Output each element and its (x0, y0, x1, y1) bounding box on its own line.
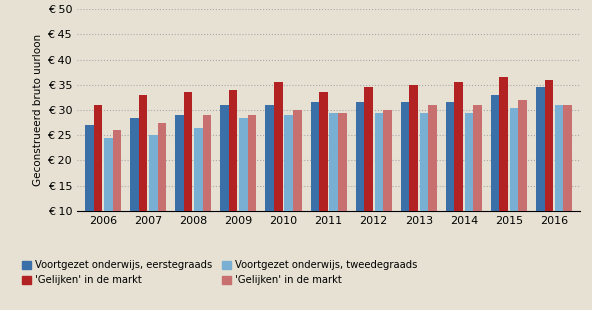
Bar (465, 113, 473, 261)
Bar (85, 125, 94, 261)
Bar (248, 115, 256, 261)
Bar (473, 105, 482, 261)
Bar (375, 113, 383, 261)
Bar (284, 115, 293, 261)
Bar (364, 87, 373, 261)
Bar (555, 105, 564, 261)
Bar (428, 105, 437, 261)
Bar (149, 135, 157, 261)
Bar (265, 105, 274, 261)
Bar (420, 113, 428, 261)
Bar (112, 130, 121, 261)
Bar (510, 108, 519, 261)
Bar (500, 77, 508, 261)
Y-axis label: Geconstrueerd bruto uurloon: Geconstrueerd bruto uurloon (33, 34, 43, 186)
Bar (139, 95, 147, 261)
Bar (330, 113, 338, 261)
Bar (130, 117, 139, 261)
Bar (564, 105, 572, 261)
Bar (239, 117, 248, 261)
Bar (401, 103, 409, 261)
Bar (356, 103, 364, 261)
Bar (157, 123, 166, 261)
Bar (311, 103, 319, 261)
Bar (94, 105, 102, 261)
Bar (202, 115, 211, 261)
Bar (545, 80, 553, 261)
Bar (446, 103, 455, 261)
Bar (220, 105, 229, 261)
Bar (229, 90, 237, 261)
Bar (383, 110, 392, 261)
Bar (194, 128, 202, 261)
Bar (175, 115, 184, 261)
Bar (274, 82, 282, 261)
Bar (491, 95, 500, 261)
Bar (455, 82, 463, 261)
Bar (519, 100, 527, 261)
Bar (293, 110, 301, 261)
Bar (104, 138, 112, 261)
Legend: Voortgezet onderwijs, eerstegraads, 'Gelijken' in de markt, Voortgezet onderwijs: Voortgezet onderwijs, eerstegraads, 'Gel… (21, 260, 417, 285)
Bar (409, 85, 418, 261)
Bar (536, 87, 545, 261)
Bar (184, 92, 192, 261)
Bar (338, 113, 346, 261)
Bar (319, 92, 327, 261)
